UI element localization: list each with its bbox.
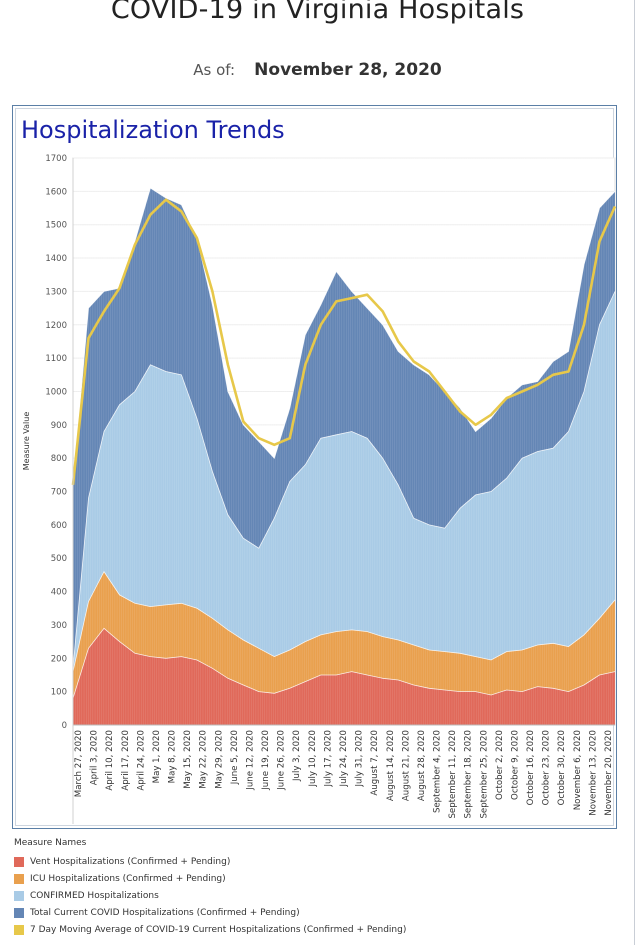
legend-item-total[interactable]: Total Current COVID Hospitalizations (Co…	[14, 904, 406, 921]
legend-swatch	[14, 856, 24, 867]
x-tick-label: April 17, 2020	[121, 730, 131, 791]
legend-label: 7 Day Moving Average of COVID-19 Current…	[30, 924, 407, 935]
x-tick-label: May 15, 2020	[183, 730, 193, 789]
x-tick-label: August 7, 2020	[370, 730, 380, 796]
y-tick-label: 600	[51, 521, 67, 531]
x-tick-label: August 21, 2020	[401, 730, 411, 801]
series-areas	[71, 158, 616, 725]
x-tick-label: September 11, 2020	[448, 730, 458, 819]
y-tick-label: 1200	[45, 321, 67, 331]
x-tick-label: November 20, 2020	[604, 730, 614, 816]
y-tick-label: 1300	[45, 287, 67, 297]
legend-label: CONFIRMED Hospitalizations	[30, 890, 159, 901]
chart-title: Hospitalization Trends	[21, 116, 285, 144]
chart-panel: Hospitalization Trends 0 100 200 300 400 500 6…	[12, 105, 617, 829]
y-tick-label: 1400	[45, 254, 67, 264]
as-of-line: As of: November 28, 2020	[0, 60, 635, 80]
x-tick-label: September 4, 2020	[433, 730, 443, 813]
x-tick-label: October 9, 2020	[510, 730, 520, 800]
as-of-label: As of:	[193, 61, 236, 79]
page-title: COVID-19 in Virginia Hospitals	[110, 0, 525, 25]
y-tick-label: 700	[51, 488, 67, 498]
x-tick-label: May 8, 2020	[168, 730, 178, 783]
x-tick-label: September 18, 2020	[464, 730, 474, 819]
legend-swatch	[14, 924, 24, 935]
x-tick-label: April 10, 2020	[105, 730, 115, 791]
x-tick-label: May 29, 2020	[214, 730, 224, 789]
axes: 0 100 200 300 400 500 600 700 800 900 1000 1100 1200…	[45, 154, 615, 824]
x-tick-label: April 24, 2020	[136, 730, 146, 791]
legend-label: Total Current COVID Hospitalizations (Co…	[30, 907, 300, 918]
x-tick-label: April 3, 2020	[90, 730, 100, 785]
x-tick-label: June 12, 2020	[245, 730, 255, 791]
legend-swatch	[14, 907, 24, 918]
y-axis-label: Measure Value	[22, 412, 31, 471]
x-tick-label: June 19, 2020	[261, 730, 271, 791]
x-tick-label: July 31, 2020	[355, 730, 365, 787]
x-tick-label: July 17, 2020	[323, 730, 333, 787]
y-tick-label: 0	[62, 721, 67, 731]
y-tick-label: 1100	[45, 354, 67, 364]
y-tick-label: 1500	[45, 221, 67, 231]
y-tick-label: 400	[51, 588, 67, 598]
legend: Measure Names Vent Hospitalizations (Con…	[14, 838, 406, 938]
as-of-date: November 28, 2020	[254, 60, 442, 80]
legend-item-vent[interactable]: Vent Hospitalizations (Confirmed + Pendi…	[14, 853, 406, 870]
legend-title: Measure Names	[14, 838, 87, 848]
x-tick-label: November 6, 2020	[573, 730, 583, 810]
area-series-0[interactable]	[73, 628, 615, 725]
x-tick-label: June 5, 2020	[230, 730, 240, 785]
y-tick-label: 200	[51, 654, 67, 664]
x-tick-label: May 22, 2020	[199, 730, 209, 789]
y-tick-label: 500	[51, 554, 67, 564]
area-series-edge	[72, 187, 616, 485]
legend-swatch	[14, 890, 24, 901]
x-tick-label: June 26, 2020	[277, 730, 287, 791]
legend-item-confirmed[interactable]: CONFIRMED Hospitalizations	[14, 887, 406, 904]
legend-label: Vent Hospitalizations (Confirmed + Pendi…	[30, 856, 231, 867]
moving-average-line[interactable]	[71, 198, 616, 486]
area-series-edge	[72, 570, 616, 672]
x-tick-label: October 23, 2020	[542, 730, 552, 805]
area-series-edge	[72, 291, 616, 669]
y-tick-label: 900	[51, 421, 67, 431]
area-series-edge	[72, 627, 616, 699]
x-tick-label: July 10, 2020	[308, 730, 318, 787]
x-tick-label: October 2, 2020	[495, 730, 505, 800]
x-tick-label: March 27, 2020	[74, 730, 84, 797]
x-tick-label: May 1, 2020	[152, 730, 162, 783]
x-tick-label: October 30, 2020	[557, 730, 567, 805]
y-tick-label: 1600	[45, 187, 67, 197]
x-tick-label: October 16, 2020	[526, 730, 536, 805]
y-tick-label: 1700	[45, 154, 67, 164]
x-tick-label: July 3, 2020	[292, 730, 302, 782]
hospitalization-chart[interactable]: 0 100 200 300 400 500 600 700 800 900 1000 1100 1200…	[13, 106, 616, 828]
y-tick-label: 1000	[45, 387, 67, 397]
legend-swatch	[14, 873, 24, 884]
y-tick-label: 100	[51, 688, 67, 698]
x-tick-label: November 13, 2020	[588, 730, 598, 816]
x-tick-label: July 24, 2020	[339, 730, 349, 787]
x-tick-label: September 25, 2020	[479, 730, 489, 819]
legend-item-icu[interactable]: ICU Hospitalizations (Confirmed + Pendin…	[14, 870, 406, 887]
y-tick-label: 300	[51, 621, 67, 631]
y-tick-label: 800	[51, 454, 67, 464]
x-tick-label: August 28, 2020	[417, 730, 427, 801]
legend-label: ICU Hospitalizations (Confirmed + Pendin…	[30, 873, 226, 884]
x-tick-label: August 14, 2020	[386, 730, 396, 801]
legend-item-moving-average[interactable]: 7 Day Moving Average of COVID-19 Current…	[14, 921, 406, 938]
